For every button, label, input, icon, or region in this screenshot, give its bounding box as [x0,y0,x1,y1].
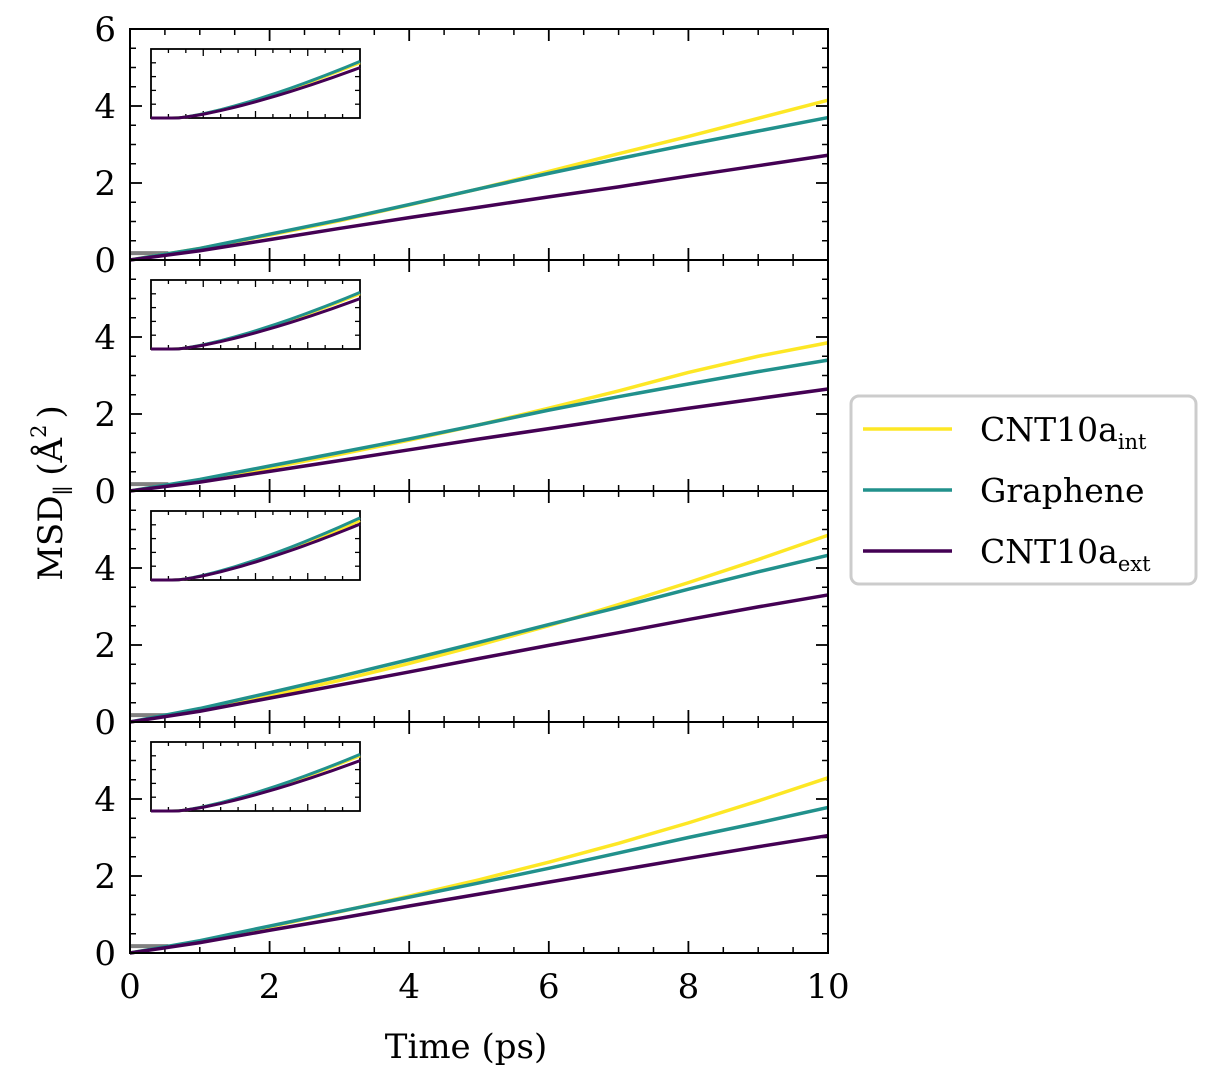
panels-group: 0 2 4 6 0 2 4 0 2 4 0 2 4 [94,10,829,974]
y-tick-label: 4 [94,549,116,589]
series-line-gra [129,358,829,493]
y-tick-label: 0 [94,934,116,974]
y-tick-label: 4 [94,780,116,820]
legend-frame [849,394,1198,586]
legend-label-int: CNT10aint [980,410,1147,454]
inset-frame [150,48,361,119]
x-axis: 0 2 4 6 8 10 [119,967,849,1007]
y-tick-label: 0 [94,241,116,281]
x-tick-label: 2 [259,967,281,1007]
y-tick-label: 2 [94,395,116,435]
legend-label-base: CNT10a [980,532,1118,571]
x-tick-label: 6 [538,967,560,1007]
y-tick-label: 0 [94,703,116,743]
panel-1: 0 2 4 6 [94,10,829,281]
inset-4 [150,741,361,813]
inset-frame [150,741,361,812]
series-line-gra [129,553,829,724]
series-line-gra [129,115,829,262]
y-tick-label: 2 [94,626,116,666]
y-tick-label: 2 [94,164,116,204]
y-tick-label: 4 [94,318,116,358]
panel-2: 0 2 4 [94,259,829,512]
x-tick-label: 0 [119,967,141,1007]
series-line-int [129,341,829,493]
x-axis-label: Time (ps) [385,1027,547,1067]
legend-label-gra: Graphene [980,471,1145,510]
series-line-int [129,533,829,724]
inset-series-line-ext [151,522,361,582]
inset-frame [150,279,361,350]
legend-label-subscript: int [1118,430,1147,454]
panel-frame [129,721,829,954]
legend-label-base: Graphene [980,471,1145,510]
inset-frame [150,510,361,581]
series-line-ext [129,153,829,262]
x-tick-label: 8 [678,967,700,1007]
y-axis-label-unit-close: ) [31,405,71,418]
inset-2 [150,279,361,351]
y-tick-label: 0 [94,472,116,512]
y-axis-label: MSD∥ (Å2) [27,405,75,581]
inset-3 [150,510,361,582]
y-axis-label-main: MSD [31,495,71,580]
inset-series-line-ext [151,759,361,813]
legend-label-subscript: ext [1118,552,1151,576]
x-tick-label: 10 [806,967,849,1007]
series-line-ext [129,593,829,724]
series-line-ext [129,387,829,493]
panel-4: 0 2 4 [94,721,829,974]
inset-1 [150,48,361,120]
y-axis-label-unit-exponent: 2 [27,424,51,437]
x-tick-label: 4 [398,967,420,1007]
y-axis-label-subscript: ∥ [51,486,75,496]
y-axis-label-unit: (Å [30,437,71,475]
series-line-gra [129,805,829,955]
panel-3: 0 2 4 [94,490,829,743]
legend-label-base: CNT10a [980,410,1118,449]
legend-label-ext: CNT10aext [980,532,1151,576]
y-tick-label: 6 [94,10,116,50]
y-tick-label: 4 [94,87,116,127]
inset-series-line-ext [151,66,361,120]
series-line-int [129,98,829,262]
inset-series-line-ext [151,297,361,351]
series-line-ext [129,833,829,955]
y-tick-label: 2 [94,857,116,897]
